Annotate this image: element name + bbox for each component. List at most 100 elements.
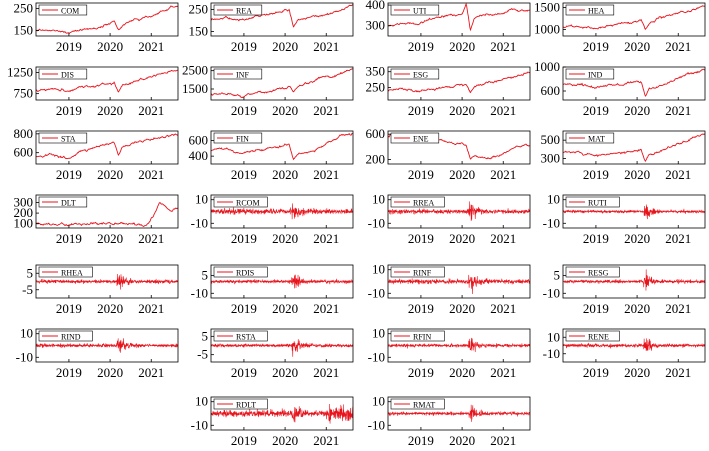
y-tick-label: 10 (547, 192, 560, 207)
x-tick-label: 2019 (408, 365, 434, 380)
x-tick-label: 2020 (97, 39, 123, 54)
legend-box (565, 330, 620, 342)
legend-ene: ENE (390, 132, 440, 144)
series-line-rhea (36, 273, 178, 290)
legend-box (213, 68, 263, 80)
plot-frame (35, 130, 179, 165)
legend-label: HEA (588, 7, 605, 16)
plot-frame (387, 2, 531, 37)
legend-box (390, 398, 445, 410)
y-tick-label: 1000 (534, 59, 560, 74)
series-line-rdlt (211, 404, 353, 424)
panel-rfin: 10 -10 2019 2020 2021 RFIN (368, 326, 531, 380)
legend-label: RDLT (236, 401, 256, 410)
legend-sta: STA (38, 132, 88, 144)
series-line-rind (36, 338, 178, 353)
panel-rdlt: 10 -10 2019 2020 2021 RDLT (191, 394, 354, 448)
x-tick-label: 2019 (408, 433, 434, 448)
y-tick-label: 1500 (182, 81, 208, 96)
series-line-sta (36, 133, 178, 160)
series-line-rinf (388, 274, 530, 294)
x-tick-label: 2020 (272, 39, 298, 54)
x-tick-label: 2021 (665, 39, 691, 54)
legend-box (213, 196, 268, 208)
x-tick-label: 2019 (408, 103, 434, 118)
y-tick-label: 2500 (182, 63, 208, 78)
x-tick-label: 2020 (624, 231, 650, 246)
legend-label: RINF (413, 269, 432, 278)
plot-frame (35, 2, 179, 37)
plot-frame (210, 328, 354, 363)
x-tick-label: 2019 (56, 167, 82, 182)
panel-uti: 300 400 2019 2020 2021 UTI (366, 0, 531, 54)
series-line-ind (563, 68, 705, 97)
x-tick-label: 2021 (313, 103, 339, 118)
y-tick-label: 5 (202, 268, 209, 283)
x-tick-label: 2021 (138, 231, 164, 246)
x-tick-label: 2021 (138, 301, 164, 316)
series-line-rea (211, 4, 353, 28)
x-tick-label: 2019 (56, 365, 82, 380)
legend-rea: REA (213, 4, 263, 16)
y-tick-label: -10 (191, 285, 208, 300)
x-tick-label: 2020 (449, 231, 475, 246)
plot-frame (210, 264, 354, 299)
panel-rhea: 5 -5 2019 2020 2021 RHEA (22, 264, 179, 316)
plot-frame (387, 328, 531, 363)
legend-label: IND (588, 71, 602, 80)
plot-frame (35, 328, 179, 363)
x-tick-label: 2019 (231, 103, 257, 118)
series-line-fin (211, 132, 353, 161)
legend-box (213, 4, 263, 16)
x-tick-label: 2020 (97, 167, 123, 182)
panel-rsta: 5 -5 2019 2020 2021 RSTA (197, 328, 354, 380)
x-tick-label: 2020 (624, 39, 650, 54)
legend-box (565, 196, 620, 208)
y-tick-label: 10 (195, 192, 208, 207)
legend-label: RCOM (236, 199, 260, 208)
x-tick-label: 2020 (272, 301, 298, 316)
x-tick-label: 2020 (272, 167, 298, 182)
x-tick-label: 2021 (313, 167, 339, 182)
legend-rfin: RFIN (390, 330, 445, 342)
legend-hea: HEA (565, 4, 615, 16)
legend-rhea: RHEA (38, 266, 93, 278)
x-tick-label: 2020 (624, 301, 650, 316)
x-tick-label: 2021 (665, 231, 691, 246)
y-tick-label: -10 (543, 215, 560, 230)
legend-label: RENE (588, 333, 609, 342)
legend-rene: RENE (565, 330, 620, 342)
legend-label: STA (61, 135, 76, 144)
y-tick-label: 250 (366, 79, 386, 94)
x-tick-label: 2019 (408, 301, 434, 316)
series-line-dis (36, 69, 178, 93)
plot-frame (562, 2, 706, 37)
legend-box (390, 330, 445, 342)
legend-box (213, 266, 268, 278)
y-tick-label: 150 (189, 24, 209, 39)
y-tick-label: 300 (14, 194, 34, 209)
x-tick-label: 2019 (56, 231, 82, 246)
legend-rdis: RDIS (213, 266, 268, 278)
y-tick-label: 600 (541, 83, 561, 98)
legend-box (565, 266, 620, 278)
legend-com: COM (38, 4, 88, 16)
x-tick-label: 2020 (272, 231, 298, 246)
y-tick-label: 1000 (534, 21, 560, 36)
series-line-rsta (211, 339, 353, 357)
x-tick-label: 2020 (449, 167, 475, 182)
y-tick-label: -5 (197, 347, 208, 362)
y-tick-label: 250 (14, 1, 34, 16)
series-line-rrea (388, 201, 530, 221)
x-tick-label: 2021 (665, 301, 691, 316)
panel-ind: 600 1000 2019 2020 2021 IND (534, 59, 706, 118)
x-tick-label: 2019 (231, 231, 257, 246)
panel-rrea: 10 -10 2019 2020 2021 RREA (368, 192, 531, 246)
legend-label: DIS (61, 71, 74, 80)
y-tick-label: -10 (368, 285, 385, 300)
x-tick-label: 2020 (272, 433, 298, 448)
series-line-mat (563, 133, 705, 163)
x-tick-label: 2020 (449, 433, 475, 448)
plot-frame (562, 328, 706, 363)
